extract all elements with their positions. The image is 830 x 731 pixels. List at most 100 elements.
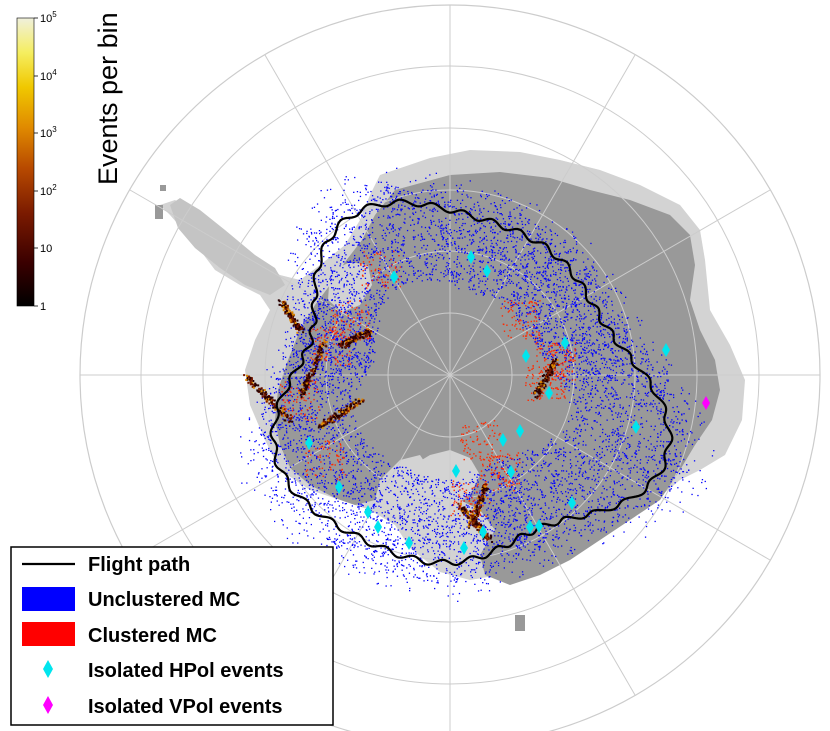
unclustered-point: [492, 515, 495, 517]
unclustered-point: [660, 392, 662, 394]
unclustered-point: [548, 297, 551, 299]
unclustered-point: [582, 369, 585, 371]
unclustered-point: [592, 266, 594, 268]
unclustered-point: [324, 265, 326, 267]
unclustered-point: [603, 542, 605, 544]
unclustered-point: [600, 403, 602, 405]
unclustered-point: [357, 314, 359, 316]
unclustered-point: [521, 256, 523, 258]
unclustered-point: [592, 488, 594, 490]
unclustered-point: [544, 231, 546, 234]
unclustered-point: [535, 262, 537, 265]
unclustered-point: [348, 383, 350, 385]
unclustered-point: [587, 382, 589, 384]
unclustered-point: [535, 294, 537, 296]
unclustered-point: [517, 496, 519, 498]
unclustered-point: [404, 538, 407, 540]
unclustered-point: [470, 225, 472, 227]
unclustered-point: [587, 539, 590, 542]
unclustered-point: [583, 323, 585, 325]
unclustered-point: [652, 349, 654, 351]
unclustered-point: [410, 469, 412, 471]
unclustered-point: [513, 497, 515, 499]
unclustered-point: [573, 289, 575, 292]
unclustered-point: [584, 277, 586, 279]
unclustered-point: [376, 292, 378, 294]
unclustered-point: [697, 415, 699, 418]
unclustered-point: [544, 256, 546, 259]
unclustered-point: [576, 339, 578, 341]
unclustered-point: [592, 355, 594, 357]
unclustered-point: [282, 438, 284, 440]
unclustered-point: [378, 505, 380, 507]
unclustered-point: [343, 495, 345, 497]
unclustered-point: [310, 402, 312, 405]
unclustered-point: [448, 515, 450, 517]
unclustered-point: [317, 346, 319, 348]
unclustered-point: [390, 524, 393, 526]
unclustered-point: [387, 184, 389, 186]
unclustered-point: [571, 465, 573, 467]
unclustered-point: [497, 274, 499, 277]
unclustered-point: [299, 514, 301, 516]
unclustered-point: [420, 274, 422, 276]
unclustered-point: [614, 379, 616, 381]
unclustered-point: [672, 406, 674, 409]
unclustered-point: [578, 467, 580, 469]
unclustered-point: [378, 453, 380, 455]
unclustered-point: [483, 237, 485, 239]
unclustered-point: [378, 320, 381, 322]
unclustered-point: [686, 464, 688, 466]
unclustered-point: [632, 354, 634, 356]
unclustered-point: [431, 530, 434, 532]
unclustered-point: [296, 355, 298, 357]
unclustered-point: [294, 399, 296, 401]
unclustered-point: [282, 352, 284, 354]
unclustered-point: [624, 507, 626, 509]
unclustered-point: [580, 315, 582, 317]
unclustered-point: [372, 511, 374, 513]
unclustered-point: [450, 493, 453, 495]
unclustered-point: [369, 314, 372, 316]
unclustered-point: [558, 451, 560, 453]
unclustered-point: [531, 463, 533, 465]
unclustered-point: [426, 230, 429, 232]
unclustered-point: [298, 228, 301, 230]
unclustered-point: [411, 193, 413, 195]
unclustered-point: [472, 540, 474, 542]
unclustered-point: [523, 538, 526, 540]
unclustered-point: [521, 312, 523, 314]
unclustered-point: [514, 299, 516, 301]
unclustered-point: [348, 261, 351, 263]
unclustered-point: [342, 541, 344, 544]
unclustered-point: [487, 210, 489, 213]
unclustered-point: [392, 543, 394, 545]
unclustered-point: [641, 345, 643, 348]
unclustered-point: [375, 333, 377, 335]
unclustered-point: [482, 566, 484, 568]
unclustered-point: [415, 551, 417, 553]
unclustered-point: [620, 420, 622, 422]
unclustered-point: [574, 282, 576, 284]
unclustered-point: [548, 331, 551, 333]
unclustered-point: [431, 210, 433, 212]
unclustered-point: [662, 446, 665, 448]
unclustered-point: [305, 364, 307, 366]
unclustered-point: [563, 454, 565, 456]
unclustered-point: [676, 406, 678, 408]
unclustered-point: [445, 480, 447, 482]
unclustered-point: [454, 280, 456, 282]
unclustered-point: [590, 242, 592, 245]
unclustered-point: [324, 435, 326, 437]
unclustered-point: [351, 544, 354, 546]
unclustered-point: [532, 334, 534, 336]
unclustered-point: [327, 502, 329, 504]
unclustered-point: [368, 282, 370, 285]
unclustered-point: [518, 314, 521, 316]
unclustered-point: [370, 338, 372, 340]
unclustered-point: [523, 505, 525, 508]
unclustered-point: [572, 309, 574, 311]
unclustered-point: [324, 486, 327, 488]
unclustered-point: [613, 480, 615, 482]
unclustered-point: [678, 472, 681, 475]
